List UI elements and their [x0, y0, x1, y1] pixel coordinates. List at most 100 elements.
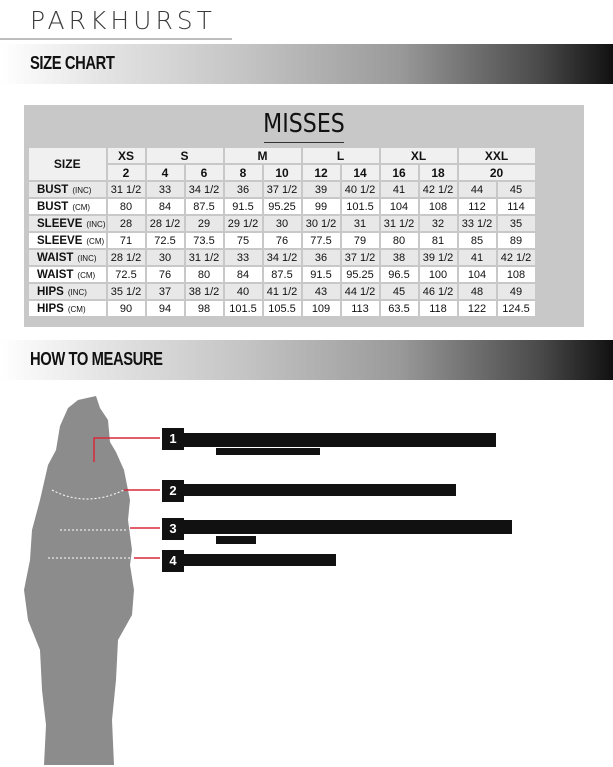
- table-cell: 38 1/2: [185, 284, 223, 299]
- table-cell: 29: [185, 216, 223, 231]
- table-cell: 49: [497, 284, 535, 299]
- size-group-s: S: [146, 148, 223, 163]
- table-cell: 95.25: [263, 199, 301, 214]
- table-cell: 39: [302, 182, 340, 197]
- table-cell: 34 1/2: [263, 250, 301, 265]
- measure-figure: [24, 396, 160, 765]
- measure-name: HIPS: [37, 285, 64, 298]
- table-cell: 41: [458, 250, 496, 265]
- table-cell: 104: [380, 199, 418, 214]
- table-cell: 77.5: [302, 233, 340, 248]
- table-cell: 113: [341, 301, 379, 316]
- row-label: WAIST (INC): [29, 250, 106, 265]
- size-header: SIZE: [29, 148, 106, 180]
- table-cell: 28 1/2: [107, 250, 145, 265]
- measure-name: BUST: [37, 200, 69, 213]
- table-cell: 73.5: [185, 233, 223, 248]
- table-cell: 76: [263, 233, 301, 248]
- table-cell: 108: [497, 267, 535, 282]
- table-cell: 35 1/2: [107, 284, 145, 299]
- size-group-m: M: [224, 148, 301, 163]
- table-cell: 28 1/2: [146, 216, 184, 231]
- table-cell: 122: [458, 301, 496, 316]
- table-cell: 72.5: [107, 267, 145, 282]
- measure-name: SLEEVE: [37, 217, 83, 230]
- how-to-measure-heading: HOW TO MEASURE: [30, 349, 163, 369]
- row-label: HIPS (INC): [29, 284, 106, 299]
- row-label: BUST (INC): [29, 182, 106, 197]
- table-cell: 80: [380, 233, 418, 248]
- table-cell: 76: [146, 267, 184, 282]
- table-row: WAIST (CM) 72.5 76 80 84 87.5 91.5 95.25 96.5 100 1…: [29, 267, 535, 282]
- brand-divider: [0, 38, 232, 40]
- table-cell: 87.5: [185, 199, 223, 214]
- table-cell: 37 1/2: [341, 250, 379, 265]
- measure-guides: [48, 489, 134, 559]
- measure-name: HIPS: [37, 302, 64, 315]
- table-cell: 98: [185, 301, 223, 316]
- table-cell: 45: [380, 284, 418, 299]
- row-label: SLEEVE (CM): [29, 233, 106, 248]
- chart-title: MISSES: [263, 109, 345, 139]
- measure-unit: (CM): [77, 270, 96, 280]
- table-cell: 75: [224, 233, 262, 248]
- table-row: WAIST (INC) 28 1/2 30 31 1/2 33 34 1/2 36 37 1/2…: [29, 250, 535, 265]
- size-group-xxl: XXL: [458, 148, 535, 163]
- table-cell: 29 1/2: [224, 216, 262, 231]
- table-cell: 42 1/2: [419, 182, 457, 197]
- table-row: SLEEVE (CM) 71 72.5 73.5 75 76 77.5 79 80 81 85 89: [29, 233, 535, 248]
- table-cell: 84: [146, 199, 184, 214]
- table-cell: 94: [146, 301, 184, 316]
- measure-unit: (CM): [86, 236, 105, 246]
- size-group-xl: XL: [380, 148, 457, 163]
- row-label: BUST (CM): [29, 199, 106, 214]
- table-cell: 31 1/2: [107, 182, 145, 197]
- table-cell: 101.5: [224, 301, 262, 316]
- size-chart-banner: SIZE CHART: [0, 44, 613, 84]
- size-number: 18: [419, 165, 457, 180]
- table-cell: 108: [419, 199, 457, 214]
- table-cell: 30 1/2: [302, 216, 340, 231]
- table-cell: 33 1/2: [458, 216, 496, 231]
- size-chart-heading: SIZE CHART: [30, 53, 115, 73]
- measure-unit: (CM): [72, 202, 91, 212]
- table-cell: 91.5: [224, 199, 262, 214]
- size-number: 2: [107, 165, 145, 180]
- measure-unit: (CM): [67, 304, 86, 314]
- step-1-redacted-text: [184, 433, 496, 447]
- table-cell: 96.5: [380, 267, 418, 282]
- table-cell: 44: [458, 182, 496, 197]
- table-cell: 80: [185, 267, 223, 282]
- table-cell: 101.5: [341, 199, 379, 214]
- table-cell: 118: [419, 301, 457, 316]
- table-cell: 44 1/2: [341, 284, 379, 299]
- table-cell: 33: [224, 250, 262, 265]
- how-to-measure-banner: HOW TO MEASURE: [0, 340, 613, 380]
- table-cell: 90: [107, 301, 145, 316]
- table-cell: 79: [341, 233, 379, 248]
- step-2-redacted-text: [184, 484, 456, 496]
- table-cell: 100: [419, 267, 457, 282]
- table-cell: 33: [146, 182, 184, 197]
- table-cell: 31: [341, 216, 379, 231]
- table-cell: 48: [458, 284, 496, 299]
- size-number: 10: [263, 165, 301, 180]
- table-row: HIPS (INC) 35 1/2 37 38 1/2 40 41 1/2 43 44 1/2 4…: [29, 284, 535, 299]
- table-row: HIPS (CM) 90 94 98 101.5 105.5 109 113 63.5 118 122…: [29, 301, 535, 316]
- step-3-marker: 3: [162, 518, 184, 540]
- step-4-redacted-text: [184, 554, 336, 566]
- table-cell: 89: [497, 233, 535, 248]
- table-cell: 124.5: [497, 301, 535, 316]
- measure-name: BUST: [37, 183, 69, 196]
- size-number: 6: [185, 165, 223, 180]
- table-cell: 38: [380, 250, 418, 265]
- table-cell: 109: [302, 301, 340, 316]
- size-number: 12: [302, 165, 340, 180]
- measure-name: SLEEVE: [37, 234, 83, 247]
- size-group-xs: XS: [107, 148, 145, 163]
- table-cell: 43: [302, 284, 340, 299]
- table-cell: 40 1/2: [341, 182, 379, 197]
- table-cell: 40: [224, 284, 262, 299]
- measure-unit: (INC): [77, 253, 97, 263]
- measure-unit: (INC): [86, 219, 106, 229]
